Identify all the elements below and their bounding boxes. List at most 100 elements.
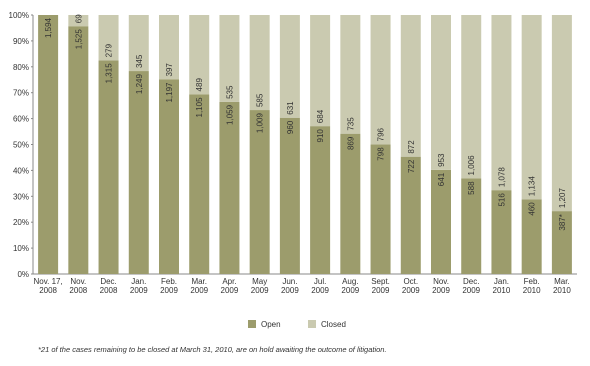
value-label: 631 xyxy=(286,101,295,115)
y-tick-label: 70% xyxy=(13,89,29,98)
value-label: 1,078 xyxy=(497,167,506,188)
x-tick-label-line: Sept. xyxy=(371,277,390,286)
x-tick-label-line: 2008 xyxy=(69,286,87,295)
x-tick-label: Nov. 17, 2008 xyxy=(34,277,63,295)
x-tick-label-line: 2009 xyxy=(372,286,390,295)
x-tick-label-line: May xyxy=(252,277,267,286)
x-tick-label-line: 2010 xyxy=(553,286,571,295)
x-tick-label-line: 2009 xyxy=(341,286,359,295)
y-tick-label: 90% xyxy=(13,37,29,46)
legend-swatch xyxy=(248,320,256,328)
bar-segment xyxy=(340,15,361,134)
x-tick-label-line: Aug. xyxy=(342,277,358,286)
x-tick-label: Nov. 2009 xyxy=(432,277,450,295)
x-tick-label-line: 2009 xyxy=(160,286,178,295)
bar-segment xyxy=(400,15,421,157)
bar-segment xyxy=(431,15,451,170)
x-tick-label-line: Nov. 17, xyxy=(34,277,63,286)
legend-label: Open xyxy=(261,320,281,329)
bar-segment xyxy=(219,15,240,102)
bar-segment xyxy=(310,15,331,127)
value-label: 641 xyxy=(437,172,446,186)
value-label: 960 xyxy=(286,120,295,134)
x-tick-label-line: 2009 xyxy=(432,286,450,295)
x-tick-label-line: Feb. xyxy=(161,277,177,286)
y-tick-label: 0% xyxy=(17,270,29,279)
x-tick-label-line: Mar. xyxy=(554,277,570,286)
bar-segment xyxy=(491,190,512,274)
x-tick-label: Sept. 2009 xyxy=(371,277,390,295)
value-label: 1,207 xyxy=(558,188,567,209)
x-tick-label-line: Jan. xyxy=(494,277,509,286)
value-label: 1,105 xyxy=(195,97,204,118)
x-tick-label-line: Mar. xyxy=(191,277,207,286)
value-label: 1,059 xyxy=(225,104,234,125)
bar-segment xyxy=(310,126,331,274)
x-tick-label-line: Dec. xyxy=(463,277,479,286)
bar-segment xyxy=(68,26,89,274)
value-label: 910 xyxy=(316,129,325,143)
value-label: 588 xyxy=(467,181,476,195)
value-label: 872 xyxy=(407,140,416,154)
value-label: 869 xyxy=(346,136,355,150)
x-tick-label: Feb. 2009 xyxy=(160,277,178,295)
value-label: 796 xyxy=(377,127,386,141)
bar-segment xyxy=(551,15,572,212)
x-tick-label: Jun. 2009 xyxy=(281,277,299,295)
x-tick-label: Jan. 2009 xyxy=(130,277,148,295)
bar-segment xyxy=(279,117,300,274)
x-tick-label-line: 2010 xyxy=(493,286,511,295)
value-label: 1,006 xyxy=(467,155,476,176)
bar-segment xyxy=(159,15,179,80)
bar-segment xyxy=(249,15,270,111)
x-tick-label-line: Apr. xyxy=(222,277,236,286)
bar-segment xyxy=(219,101,240,274)
x-tick-label: Dec. 2008 xyxy=(100,277,118,295)
x-tick-label-line: 2009 xyxy=(402,286,420,295)
y-tick-label: 10% xyxy=(13,244,29,253)
bar-segment xyxy=(340,133,361,274)
value-label: 535 xyxy=(225,85,234,99)
x-tick-label-line: Jan. xyxy=(131,277,146,286)
y-tick-label: 100% xyxy=(9,11,29,20)
bar-segment xyxy=(370,144,391,274)
x-tick-label: May 2009 xyxy=(251,277,269,295)
x-tick-label: Aug. 2009 xyxy=(341,277,359,295)
value-label: 397 xyxy=(165,63,174,77)
x-tick-label-line: Dec. xyxy=(100,277,116,286)
bar-segment xyxy=(551,211,572,274)
x-tick-label: Nov. 2008 xyxy=(69,277,87,295)
x-tick-label-line: 2008 xyxy=(39,286,57,295)
bar-segment xyxy=(279,15,300,118)
bar-segment xyxy=(159,79,179,274)
value-label: 953 xyxy=(437,153,446,167)
x-tick-label-line: Nov. xyxy=(433,277,449,286)
x-tick-label-line: 2009 xyxy=(311,286,329,295)
y-tick-label: 30% xyxy=(13,192,29,201)
x-tick-label-line: 2009 xyxy=(221,286,239,295)
value-label: 1,009 xyxy=(256,113,265,134)
bar-segment xyxy=(249,110,270,275)
value-label: 735 xyxy=(346,117,355,131)
bar-segment xyxy=(128,15,149,72)
x-tick-label-line: Jun. xyxy=(282,277,297,286)
bar-segment xyxy=(491,15,512,191)
bar-segment xyxy=(370,15,391,145)
x-tick-label-line: Feb. xyxy=(524,277,540,286)
value-label: 387* xyxy=(558,214,567,230)
legend-label: Closed xyxy=(321,320,346,329)
x-tick-label-line: Jul. xyxy=(314,277,326,286)
x-tick-label-line: 2010 xyxy=(523,286,541,295)
bar-segment xyxy=(98,60,119,274)
value-label: 489 xyxy=(195,78,204,92)
x-tick-label: Apr. 2009 xyxy=(221,277,239,295)
x-tick-label-line: 2009 xyxy=(251,286,269,295)
y-tick-label: 80% xyxy=(13,63,29,72)
value-label: 1,249 xyxy=(135,74,144,95)
bar-segment xyxy=(400,156,421,274)
y-tick-label: 40% xyxy=(13,166,29,175)
x-tick-label-line: Nov. xyxy=(70,277,86,286)
bar-segment xyxy=(461,178,482,274)
x-tick-label-line: 2009 xyxy=(190,286,208,295)
